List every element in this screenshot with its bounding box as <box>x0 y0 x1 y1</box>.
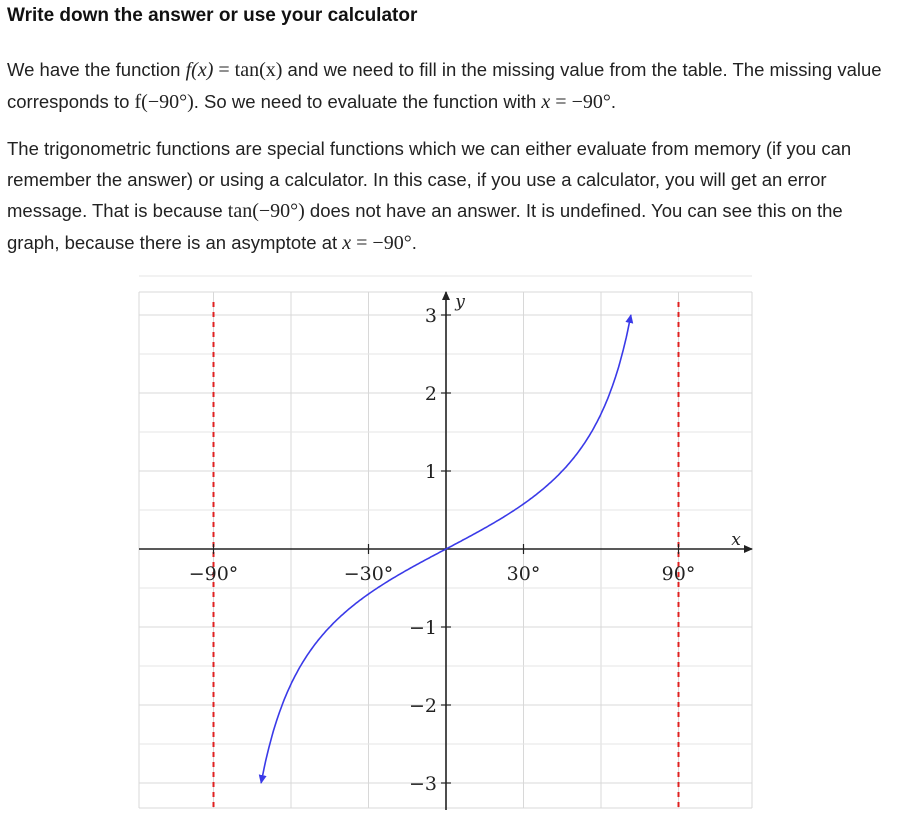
y-tick-label: −1 <box>409 617 437 639</box>
math-eq-tan: = tan(x) <box>213 59 283 81</box>
math-eq: = −90° <box>550 91 611 113</box>
math-f-of-x-text: f(x) <box>185 59 214 81</box>
math-x: x <box>541 91 551 113</box>
paragraph-explanation: The trigonometric functions are special … <box>7 133 887 259</box>
math-tan-expression: tan(−90°) <box>227 200 305 222</box>
y-tick-label: 3 <box>425 305 437 327</box>
text: The trigonometric functions are special … <box>7 138 852 221</box>
math-f-value: f(−90°) <box>134 91 194 113</box>
y-tick-label: 2 <box>425 383 437 405</box>
y-tick-label: −2 <box>409 695 437 717</box>
math-x-equation: x = −90° <box>541 91 610 113</box>
x-tick-label: 90° <box>662 563 696 585</box>
math-eq: = −90° <box>351 232 412 254</box>
text: . <box>411 232 417 253</box>
text: We have the function <box>7 59 181 80</box>
y-tick-label: 1 <box>425 461 437 483</box>
axes <box>139 291 753 810</box>
tangent-curve-left-branch <box>258 548 447 784</box>
tangent-curve-group <box>258 314 634 784</box>
y-axis-label: y <box>454 292 465 312</box>
x-axis-label: x <box>731 530 741 550</box>
text: . <box>610 91 616 112</box>
heading: Write down the answer or use your calcul… <box>7 5 418 26</box>
text: and we need to fill in the missing value… <box>7 59 882 112</box>
math-x-equation: x = −90° <box>342 232 411 254</box>
text: does not have an answer. It is undefined… <box>7 200 843 253</box>
text: . So we need to evaluate the function wi… <box>193 91 542 112</box>
tangent-curve-right-branch <box>445 314 634 550</box>
math-x: x <box>342 232 352 254</box>
tick-labels: −90° −30° 30° 90° 3 2 1 −1 −2 −3 x y <box>189 292 742 795</box>
math-f-of-x: f(x) = tan(x) <box>186 59 283 81</box>
x-tick-label: −30° <box>344 563 394 585</box>
x-tick-label: −90° <box>189 563 239 585</box>
asymptotes <box>212 302 680 808</box>
y-tick-label: −3 <box>409 773 437 795</box>
x-tick-label: 30° <box>507 563 541 585</box>
paragraph-function-intro: We have the function f(x) = tan(x) and w… <box>7 54 887 118</box>
